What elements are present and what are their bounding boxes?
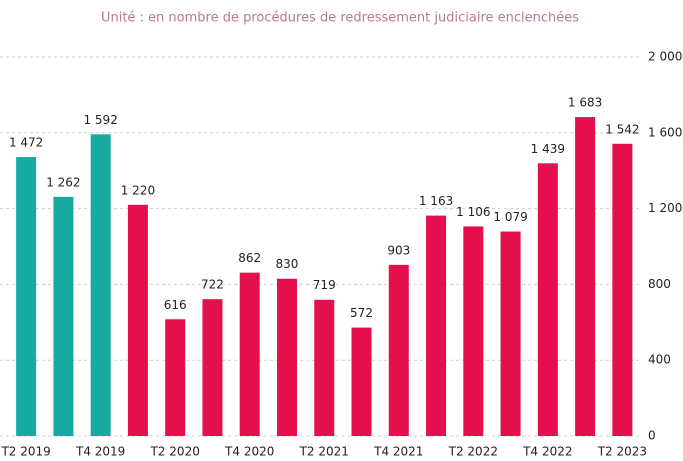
bar [127,204,148,436]
value-label: 1 472 [9,136,43,150]
bar [575,117,596,436]
bar [500,231,521,436]
x-tick-label: T2 2020 [150,445,200,459]
bar [388,264,409,436]
value-label: 1 592 [83,113,117,127]
value-label: 572 [350,306,373,320]
value-label: 1 163 [419,194,453,208]
value-label: 1 106 [456,205,490,219]
bar [351,327,372,436]
value-label: 719 [313,278,336,292]
bar [165,319,186,436]
bar [463,226,484,436]
value-label: 1 262 [46,175,80,189]
y-tick-label: 1 600 [648,125,682,139]
x-tick-label: T2 2019 [0,445,50,459]
y-tick-label: 1 200 [648,201,682,215]
x-tick-label: T2 2022 [448,445,498,459]
value-label: 1 683 [568,96,602,110]
bar [16,157,37,436]
value-label: 1 220 [121,183,155,197]
bar [53,196,74,436]
x-tick-label: T4 2022 [522,445,572,459]
value-label: 1 439 [531,142,565,156]
value-label: 830 [276,257,299,271]
value-label: 722 [201,278,224,292]
value-label: 616 [164,298,187,312]
bar [276,278,297,436]
x-tick-label: T4 2020 [224,445,274,459]
chart-subtitle: Unité : en nombre de procédures de redre… [101,11,579,26]
x-tick-label: T4 2021 [373,445,423,459]
value-label: 1 079 [493,210,527,224]
value-label: 903 [387,243,410,257]
bar [90,134,111,437]
bar [202,299,223,436]
y-tick-label: 0 [648,429,656,443]
value-label: 1 542 [605,122,639,136]
y-tick-label: 2 000 [648,50,682,64]
value-label: 862 [238,251,261,265]
bar [537,163,558,436]
x-tick-label: T2 2023 [597,445,647,459]
y-tick-label: 400 [648,353,671,367]
x-tick-label: T4 2019 [75,445,125,459]
bar [314,299,335,436]
bar [612,143,633,436]
y-tick-label: 800 [648,277,671,291]
x-tick-label: T2 2021 [299,445,349,459]
bar [239,272,260,436]
bar [426,215,447,436]
